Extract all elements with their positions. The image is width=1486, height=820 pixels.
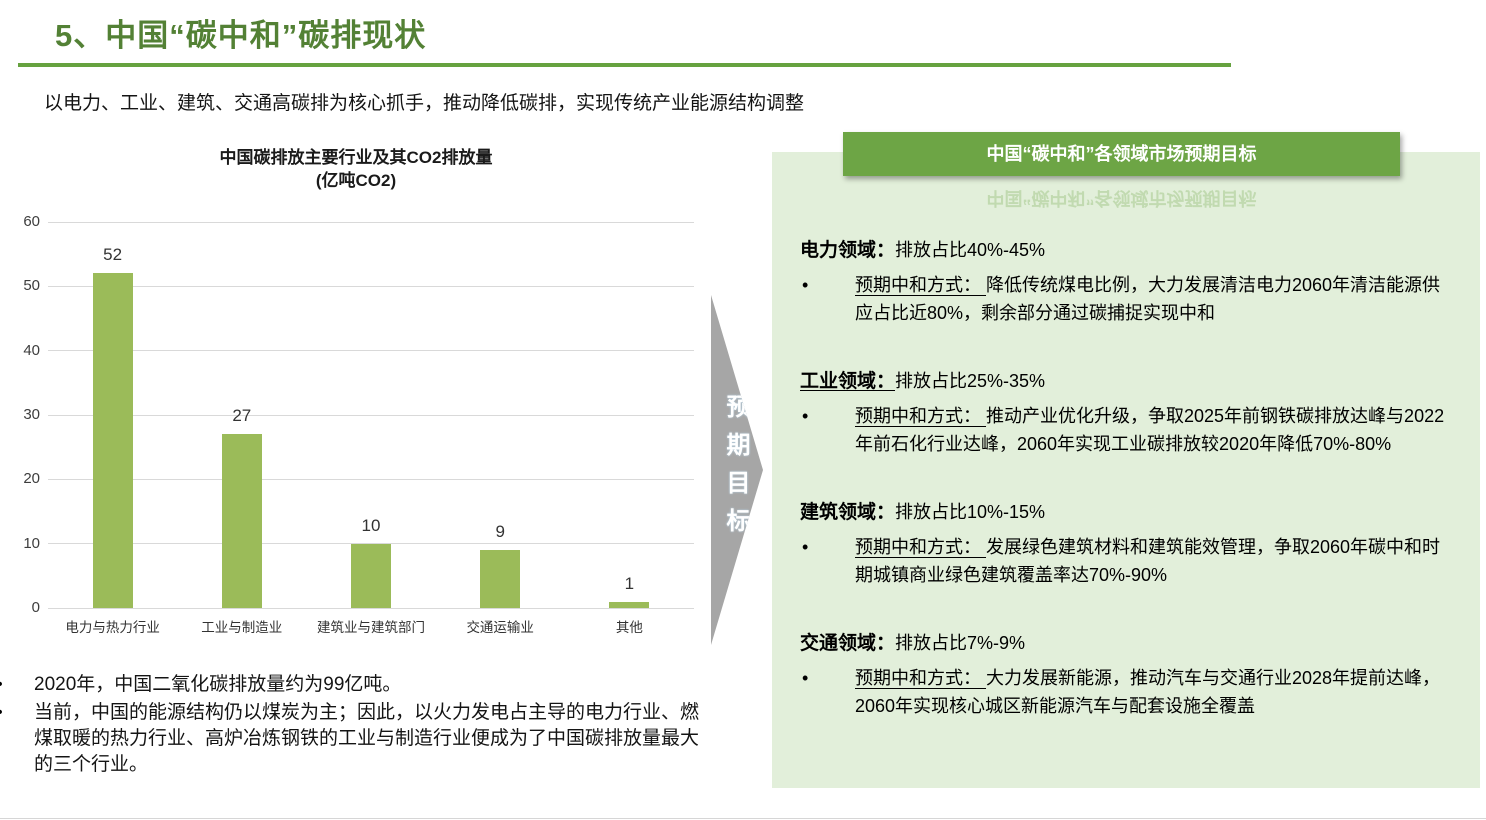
bar (351, 543, 391, 608)
section-title: 交通领域： (800, 633, 896, 654)
section-share: 排放占比10%-15% (895, 502, 1046, 522)
section-head: 工业领域：排放占比25%-35% (800, 367, 1454, 396)
emissions-bar-chart: 中国碳排放主要行业及其CO2排放量 (亿吨CO2) 0 10 20 30 40 50 60 5… (10, 142, 702, 642)
section-head: 建筑领域：排放占比10%-15% (800, 498, 1454, 527)
y-axis-label: 60 (23, 213, 40, 230)
bullet-paragraph: 预期中和方式： 发展绿色建筑材料和建筑能效管理，争取2060年碳中和时期城镇商业… (855, 533, 1454, 589)
bullet-paragraph: 预期中和方式： 大力发展新能源，推动汽车与交通行业2028年提前达峰，2060年… (855, 664, 1454, 720)
section-bullet: • 预期中和方式： 推动产业优化升级，争取2025年前钢铁碳排放达峰与2022年… (800, 402, 1454, 458)
bar-value-label: 1 (624, 573, 635, 593)
bar-value-label: 9 (495, 522, 505, 542)
section-share: 排放占比40%-45% (895, 240, 1046, 260)
panel-section-building: 建筑领域：排放占比10%-15% • 预期中和方式： 发展绿色建筑材料和建筑能效… (800, 498, 1454, 589)
bullet-text: 大力发展新能源，推动汽车与交通行业2028年提前达峰，2060年实现核心城区新能… (855, 668, 1441, 716)
bar (609, 601, 650, 608)
bar (221, 434, 262, 608)
bullet-paragraph: 预期中和方式： 降低传统煤电比例，大力发展清洁电力2060年清洁能源供应占比近8… (855, 271, 1454, 327)
panel-section-transport: 交通领域：排放占比7%-9% • 预期中和方式： 大力发展新能源，推动汽车与交通… (800, 629, 1454, 720)
y-axis-label: 20 (23, 470, 40, 488)
section-title: 工业领域： (800, 371, 896, 392)
note-text: 当前，中国的能源结构仍以煤炭为主；因此，以火力发电占主导的电力行业、燃煤取暖的热… (34, 702, 700, 775)
bar (92, 273, 133, 608)
note-item: • 2020年，中国二氧化碳排放量约为99亿吨。 (0, 672, 714, 698)
bullet-label: 预期中和方式： (855, 275, 987, 295)
gridline (48, 607, 694, 609)
chart-plot-area: 0 10 20 30 40 50 60 52 电力与热力行业 27 工业与制造业 10 建筑业与建筑部门… (10, 213, 702, 635)
bullet-label: 预期中和方式： (855, 668, 987, 688)
y-axis-label: 0 (31, 599, 40, 616)
expected-target-arrow-icon: 预期目标 (711, 295, 763, 645)
panel-section-power: 电力领域：排放占比40%-45% • 预期中和方式： 降低传统煤电比例，大力发展… (800, 236, 1454, 327)
bullet-text: 降低传统煤电比例，大力发展清洁电力2060年清洁能源供应占比近80%，剩余部分通… (855, 275, 1441, 323)
bar-value-label: 52 (103, 245, 123, 265)
section-title: 建筑领域： (800, 502, 896, 523)
section-bullet: • 预期中和方式： 大力发展新能源，推动汽车与交通行业2028年提前达峰，206… (800, 664, 1454, 720)
section-head: 电力领域：排放占比40%-45% (800, 236, 1454, 265)
gridline (48, 350, 694, 352)
title-divider (18, 63, 1231, 67)
section-head: 交通领域：排放占比7%-9% (800, 629, 1454, 658)
section-title: 电力领域： (800, 240, 896, 261)
y-axis-label: 10 (23, 534, 40, 552)
section-bullet: • 预期中和方式： 发展绿色建筑材料和建筑能效管理，争取2060年碳中和时期城镇… (800, 533, 1454, 589)
bar-value-label: 10 (361, 515, 381, 535)
x-axis-label: 交通运输业 (466, 620, 534, 635)
arrow-label: 预期目标 (722, 394, 749, 546)
bullet-text: 发展绿色建筑材料和建筑能效管理，争取2060年碳中和时期城镇商业绿色建筑覆盖率达… (855, 537, 1441, 585)
bullet-dot-icon: • (802, 275, 809, 295)
section-share: 排放占比7%-9% (895, 633, 1026, 653)
section-share: 排放占比25%-35% (895, 371, 1046, 391)
bullet-dot-icon: • (802, 668, 809, 688)
bullet-text: 推动产业优化升级，争取2025年前钢铁碳排放达峰与2022年前石化行业达峰，20… (855, 406, 1445, 454)
slide-subtitle: 以电力、工业、建筑、交通高碳排为核心抓手，推动降低碳排，实现传统产业能源结构调整 (44, 93, 805, 114)
panel-section-industry: 工业领域：排放占比25%-35% • 预期中和方式： 推动产业优化升级，争取20… (800, 367, 1454, 458)
chart-title: 中国碳排放主要行业及其CO2排放量 (亿吨CO2) (10, 142, 702, 192)
panel-header-banner: 中国“碳中和”各领域市场预期目标 (843, 132, 1400, 176)
bar-value-label: 27 (232, 406, 252, 426)
y-axis-label: 50 (23, 277, 40, 295)
bullet-label: 预期中和方式： (855, 537, 987, 557)
note-text: 2020年，中国二氧化碳排放量约为99亿吨。 (34, 674, 402, 695)
bar (480, 550, 521, 608)
bullet-dot-icon: • (802, 406, 809, 426)
target-panel (772, 152, 1480, 788)
x-axis-label: 电力与热力行业 (65, 620, 160, 635)
bullet-label: 预期中和方式： (855, 406, 987, 426)
x-axis-label: 其他 (615, 620, 643, 635)
slide-bottom-edge (0, 818, 1486, 819)
y-axis-label: 40 (23, 341, 40, 359)
gridline (48, 478, 694, 480)
x-axis-label: 建筑业与建筑部门 (317, 620, 425, 635)
gridline (48, 221, 694, 223)
chart-title-line1: 中国碳排放主要行业及其CO2排放量 (219, 148, 493, 167)
bullet-dot-icon: • (0, 700, 3, 726)
bullet-dot-icon: • (0, 672, 3, 698)
chart-title-line2: (亿吨CO2) (315, 171, 397, 190)
panel-body: 电力领域：排放占比40%-45% • 预期中和方式： 降低传统煤电比例，大力发展… (772, 152, 1480, 760)
page-title: 5、中国“碳中和”碳排现状 (55, 18, 427, 53)
bullet-paragraph: 预期中和方式： 推动产业优化升级，争取2025年前钢铁碳排放达峰与2022年前石… (855, 402, 1454, 458)
gridline (48, 285, 694, 287)
y-axis-label: 30 (23, 406, 40, 423)
gridline (48, 414, 694, 416)
note-item: • 当前，中国的能源结构仍以煤炭为主；因此，以火力发电占主导的电力行业、燃煤取暖… (0, 700, 714, 778)
notes-list: • 2020年，中国二氧化碳排放量约为99亿吨。 • 当前，中国的能源结构仍以煤… (0, 672, 714, 780)
x-axis-label: 工业与制造业 (201, 620, 283, 635)
bullet-dot-icon: • (802, 537, 809, 557)
section-bullet: • 预期中和方式： 降低传统煤电比例，大力发展清洁电力2060年清洁能源供应占比… (800, 271, 1454, 327)
